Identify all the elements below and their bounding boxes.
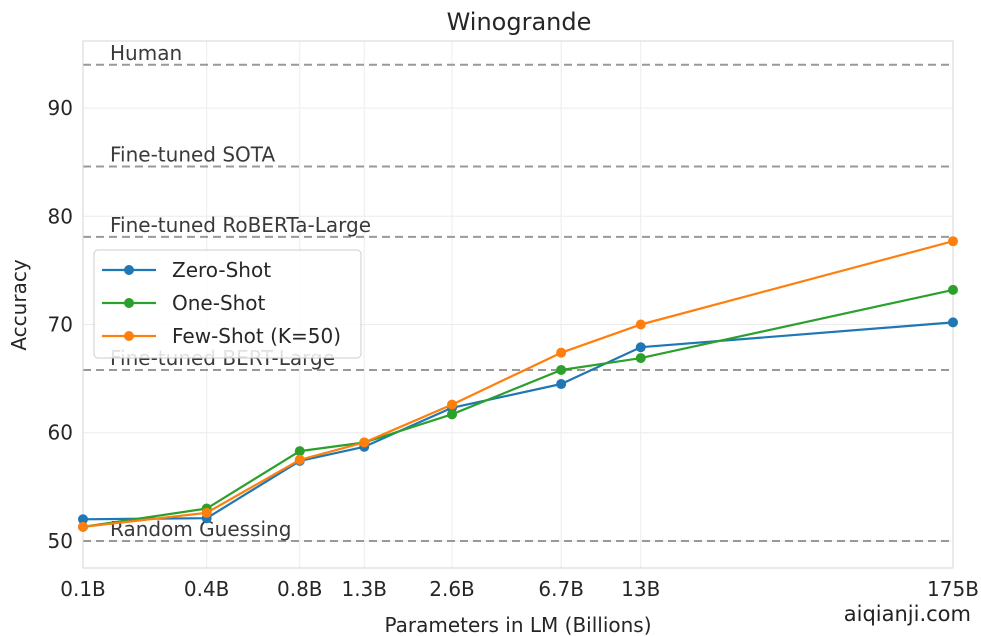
data-point [948,317,958,328]
data-point [556,364,567,375]
data-point [294,446,305,457]
x-tick-label: 0.1B [60,577,106,601]
data-point [201,507,212,518]
watermark-text: aiqianji.com [843,602,971,626]
reference-line-label: Fine-tuned RoBERTa-Large [110,213,371,237]
series-line [82,288,954,528]
y-tick-label: 60 [48,421,73,445]
y-tick-label: 70 [48,313,73,337]
legend-marker [124,298,134,308]
data-point [447,399,458,410]
data-point [635,319,646,330]
data-point [948,284,958,295]
x-tick-label: 6.7B [538,577,584,601]
x-tick-label: 0.8B [277,577,323,601]
x-tick-label: 175B [927,577,979,601]
data-point [635,353,646,364]
y-tick-label: 90 [48,96,73,120]
legend-marker [124,265,134,275]
y-tick-label: 80 [48,204,73,228]
data-point [447,409,458,420]
reference-line-label: Human [110,41,182,65]
data-point [294,454,305,465]
data-point [78,514,88,525]
data-point [78,521,88,532]
data-point [556,347,567,358]
legend-label: Few-Shot (K=50) [172,324,341,348]
legend-label: One-Shot [172,291,266,315]
legend-box [93,249,362,359]
y-tick-label: 50 [48,529,73,553]
data-point [635,342,646,353]
x-tick-label: 2.6B [429,577,475,601]
data-point [359,437,370,448]
x-tick-label: 0.4B [184,577,230,601]
data-point [556,379,567,390]
data-point [948,236,958,247]
chart-title: Winogrande [447,8,592,36]
reference-line-label: Fine-tuned SOTA [110,143,275,167]
plot-area [82,40,954,569]
x-tick-label: 13B [621,577,660,601]
legend-label: Zero-Shot [172,258,271,282]
series-group [78,236,958,532]
x-axis-label: Parameters in LM (Billions) [384,613,651,636]
series-line [82,240,954,528]
legend-marker [124,331,134,341]
legend: Zero-Shot One-Shot Few-Shot (K=50) [93,249,362,359]
y-axis-label: Accuracy [7,259,31,350]
x-tick-label: 1.3B [341,577,387,601]
